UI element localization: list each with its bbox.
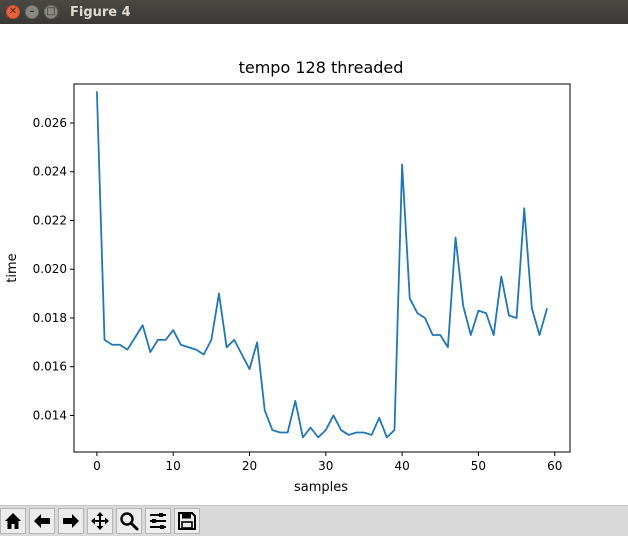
y-axis-label: time bbox=[5, 253, 20, 282]
back-arrow-icon bbox=[34, 514, 50, 528]
y-tick-label: 0.018 bbox=[33, 311, 67, 325]
back-button[interactable] bbox=[29, 508, 55, 534]
window-close-button[interactable]: ✕ bbox=[6, 5, 20, 19]
x-tick-label: 0 bbox=[93, 459, 101, 473]
minimize-icon: – bbox=[29, 6, 35, 17]
chart-title: tempo 128 threaded bbox=[239, 58, 404, 77]
save-button[interactable] bbox=[174, 508, 200, 534]
x-axis-label: samples bbox=[294, 480, 348, 495]
navigation-toolbar bbox=[0, 505, 628, 536]
y-tick-label: 0.024 bbox=[33, 165, 67, 179]
x-tick-label: 40 bbox=[394, 459, 409, 473]
forward-button[interactable] bbox=[58, 508, 84, 534]
x-tick-label: 50 bbox=[471, 459, 486, 473]
close-icon: ✕ bbox=[8, 6, 18, 17]
y-tick-label: 0.020 bbox=[33, 262, 67, 276]
move-icon bbox=[91, 512, 109, 530]
window-minimize-button[interactable]: – bbox=[25, 5, 39, 19]
y-tick-label: 0.016 bbox=[33, 360, 67, 374]
series-line bbox=[95, 91, 548, 439]
configure-subplots-button[interactable] bbox=[145, 508, 171, 534]
pan-button[interactable] bbox=[87, 508, 113, 534]
plot-frame bbox=[73, 83, 571, 453]
y-tick-label: 0.022 bbox=[33, 213, 67, 227]
figure-canvas[interactable]: tempo 128 threaded 0 10 20 30 40 50 60 0.014 0.0… bbox=[0, 24, 628, 505]
y-tick-label: 0.014 bbox=[33, 408, 67, 422]
home-button[interactable] bbox=[0, 508, 26, 534]
sliders-icon bbox=[150, 513, 166, 529]
home-icon bbox=[5, 513, 21, 529]
x-tick-label: 30 bbox=[318, 459, 333, 473]
window-maximize-button[interactable]: □ bbox=[44, 5, 58, 19]
x-tick-label: 10 bbox=[166, 459, 181, 473]
save-icon bbox=[178, 512, 196, 530]
window-title: Figure 4 bbox=[70, 4, 131, 20]
forward-arrow-icon bbox=[63, 514, 79, 528]
window-titlebar: ✕ – □ Figure 4 bbox=[0, 0, 628, 24]
zoom-button[interactable] bbox=[116, 508, 142, 534]
axis-ticks: 0 10 20 30 40 50 60 0.014 0.016 0.018 0.020 0.022 0.… bbox=[33, 116, 563, 473]
zoom-icon bbox=[120, 512, 139, 531]
plot-axes bbox=[73, 83, 571, 453]
y-tick-label: 0.026 bbox=[33, 116, 67, 130]
x-tick-label: 20 bbox=[242, 459, 257, 473]
x-tick-label: 60 bbox=[547, 459, 562, 473]
maximize-icon: □ bbox=[46, 6, 56, 17]
